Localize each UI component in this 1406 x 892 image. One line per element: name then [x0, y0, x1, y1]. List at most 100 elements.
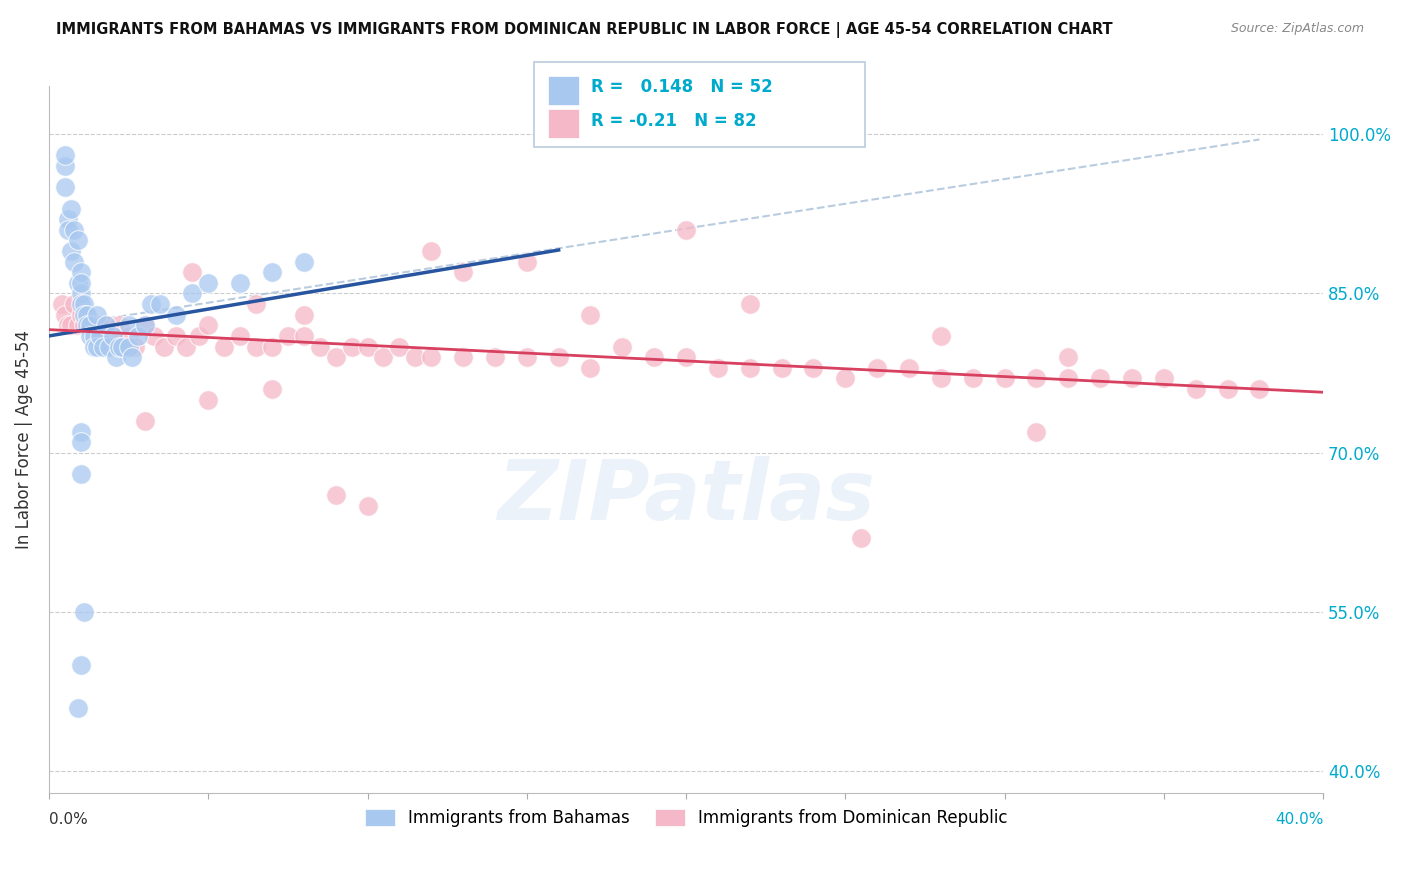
- Point: [803, 360, 825, 375]
- Point: [229, 329, 252, 343]
- Point: [1216, 382, 1239, 396]
- Point: [770, 360, 793, 375]
- Point: [1025, 371, 1047, 385]
- Point: [86, 318, 108, 333]
- Text: 0.0%: 0.0%: [49, 812, 87, 827]
- Point: [181, 265, 204, 279]
- Point: [76, 318, 98, 333]
- Point: [98, 340, 121, 354]
- Point: [707, 360, 730, 375]
- Point: [325, 350, 347, 364]
- Point: [1249, 382, 1271, 396]
- Text: Source: ZipAtlas.com: Source: ZipAtlas.com: [1230, 22, 1364, 36]
- Point: [127, 329, 149, 343]
- Point: [69, 435, 91, 450]
- Point: [134, 318, 156, 333]
- Point: [149, 297, 172, 311]
- Y-axis label: In Labor Force | Age 45-54: In Labor Force | Age 45-54: [15, 330, 32, 549]
- Text: ZIPatlas: ZIPatlas: [498, 456, 875, 536]
- Point: [60, 244, 83, 258]
- Point: [866, 360, 889, 375]
- Point: [139, 297, 162, 311]
- Point: [738, 297, 761, 311]
- Point: [229, 276, 252, 290]
- Point: [181, 286, 204, 301]
- Point: [187, 329, 209, 343]
- Point: [356, 340, 378, 354]
- Point: [738, 360, 761, 375]
- Point: [675, 223, 697, 237]
- Point: [101, 329, 124, 343]
- Point: [325, 488, 347, 502]
- Point: [111, 340, 134, 354]
- Point: [51, 297, 73, 311]
- Point: [929, 329, 952, 343]
- Legend: Immigrants from Bahamas, Immigrants from Dominican Republic: Immigrants from Bahamas, Immigrants from…: [359, 802, 1014, 834]
- Point: [165, 329, 187, 343]
- Point: [66, 276, 89, 290]
- Point: [76, 308, 98, 322]
- Point: [66, 233, 89, 247]
- Point: [612, 340, 634, 354]
- Point: [121, 350, 143, 364]
- Point: [197, 276, 219, 290]
- Point: [1057, 371, 1080, 385]
- Point: [898, 360, 921, 375]
- Point: [124, 340, 146, 354]
- Point: [292, 254, 315, 268]
- Point: [197, 318, 219, 333]
- Point: [420, 244, 443, 258]
- Point: [579, 360, 602, 375]
- Point: [69, 658, 91, 673]
- Point: [69, 276, 91, 290]
- Point: [56, 318, 79, 333]
- Point: [579, 308, 602, 322]
- Point: [117, 340, 139, 354]
- Point: [292, 329, 315, 343]
- Point: [96, 318, 118, 333]
- Point: [108, 318, 131, 333]
- Point: [1088, 371, 1111, 385]
- Point: [66, 318, 89, 333]
- Point: [260, 340, 283, 354]
- Point: [143, 329, 166, 343]
- Point: [851, 531, 873, 545]
- Text: 40.0%: 40.0%: [1275, 812, 1323, 827]
- Point: [245, 340, 267, 354]
- Point: [108, 340, 131, 354]
- Point: [1025, 425, 1047, 439]
- Point: [404, 350, 426, 364]
- Point: [675, 350, 697, 364]
- Point: [1057, 350, 1080, 364]
- Point: [89, 329, 111, 343]
- Point: [79, 318, 101, 333]
- Point: [516, 350, 538, 364]
- Point: [86, 308, 108, 322]
- Point: [117, 318, 139, 333]
- Point: [962, 371, 984, 385]
- Point: [76, 308, 98, 322]
- Point: [420, 350, 443, 364]
- Point: [56, 223, 79, 237]
- Point: [69, 297, 91, 311]
- Point: [73, 308, 96, 322]
- Point: [451, 265, 474, 279]
- Point: [104, 350, 127, 364]
- Point: [260, 382, 283, 396]
- Point: [292, 308, 315, 322]
- Point: [56, 212, 79, 227]
- Point: [340, 340, 363, 354]
- Point: [260, 265, 283, 279]
- Point: [83, 329, 105, 343]
- Point: [117, 329, 139, 343]
- Point: [152, 340, 174, 354]
- Text: IMMIGRANTS FROM BAHAMAS VS IMMIGRANTS FROM DOMINICAN REPUBLIC IN LABOR FORCE | A: IMMIGRANTS FROM BAHAMAS VS IMMIGRANTS FR…: [56, 22, 1114, 38]
- Point: [834, 371, 856, 385]
- Point: [994, 371, 1017, 385]
- Point: [73, 605, 96, 619]
- Point: [1184, 382, 1206, 396]
- Point: [89, 329, 111, 343]
- Text: R = -0.21   N = 82: R = -0.21 N = 82: [591, 112, 756, 129]
- Point: [63, 223, 86, 237]
- Point: [69, 286, 91, 301]
